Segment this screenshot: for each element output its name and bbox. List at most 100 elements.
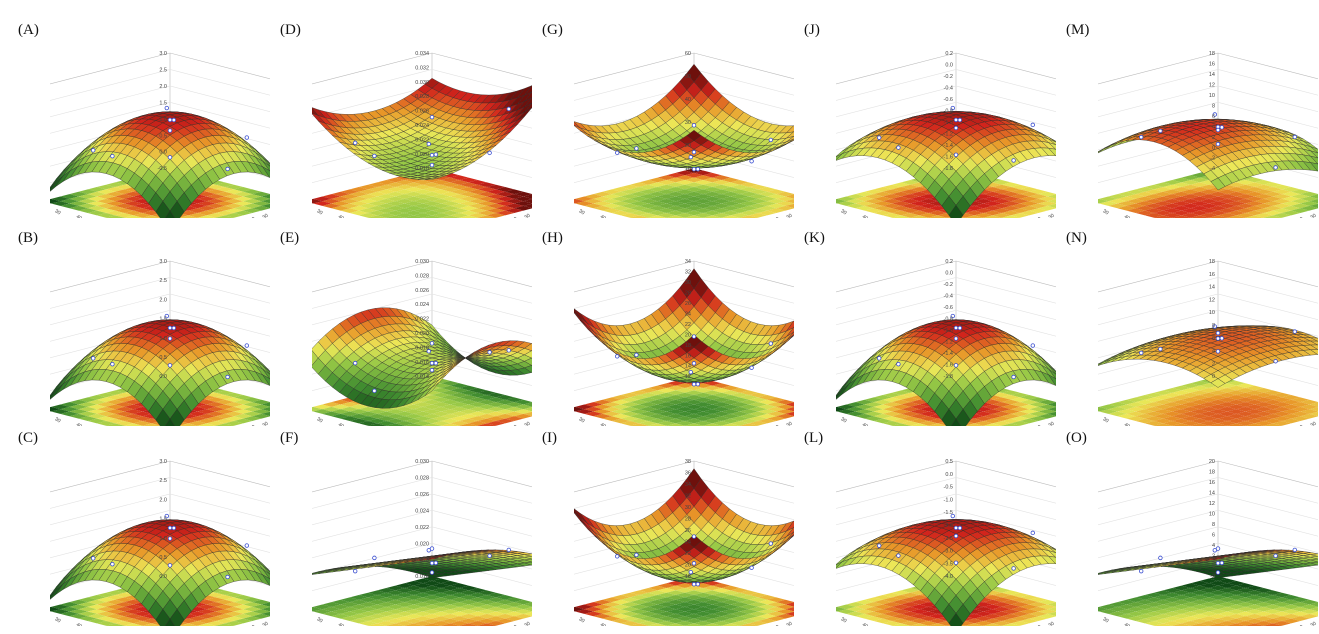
- contour-cell: [358, 198, 378, 204]
- contour-cell: [215, 399, 234, 405]
- contour-cell: [377, 411, 396, 417]
- contour-cell: [322, 411, 341, 417]
- contour-cell: [197, 613, 216, 619]
- contour-cell: [630, 423, 649, 426]
- contour-cell: [758, 413, 777, 419]
- contour-cell: [441, 380, 460, 386]
- contour-cell: [358, 203, 378, 209]
- contour-cell: [639, 420, 658, 426]
- contour-cell: [224, 611, 244, 617]
- contour-cell: [657, 592, 676, 598]
- contour-cell: [675, 597, 694, 603]
- contour-cell: [106, 613, 125, 619]
- contour-cell: [441, 623, 460, 626]
- contour-cell: [358, 416, 378, 421]
- contour-cell: [197, 413, 216, 419]
- contour-cell: [630, 390, 649, 396]
- contour-cell: [331, 609, 350, 614]
- contour-cell: [675, 402, 694, 407]
- contour-cell: [496, 599, 515, 605]
- contour-cell: [748, 420, 768, 426]
- contour-cell: [639, 387, 658, 393]
- contour-cell: [584, 203, 603, 209]
- contour-cell: [648, 595, 667, 600]
- contour-cell: [730, 420, 749, 426]
- contour-cell: [78, 203, 97, 209]
- contour-cell: [215, 418, 234, 424]
- contour-cell: [69, 196, 88, 202]
- contour-cell: [748, 203, 768, 209]
- contour-cell: [224, 416, 244, 421]
- contour-cell: [115, 602, 134, 607]
- contour-cell: [313, 609, 332, 614]
- contour-cell: [422, 623, 442, 626]
- contour-cell: [748, 194, 768, 199]
- contour-cell: [459, 595, 478, 600]
- design-point: [91, 356, 96, 361]
- contour-cell: [748, 212, 768, 218]
- contour-cell: [96, 189, 116, 195]
- contour-cell: [721, 201, 740, 206]
- z-tick-label: 0.022: [415, 317, 429, 323]
- contour-cell: [748, 416, 768, 421]
- contour-cell: [252, 409, 270, 414]
- contour-cell: [413, 416, 432, 421]
- contour-cell: [441, 585, 460, 591]
- z-tick-label: -0.5: [158, 166, 167, 172]
- contour-cell: [611, 618, 630, 624]
- contour-cell: [422, 613, 442, 619]
- surface-plot: 1020304050600102030405060708090100203040…: [574, 51, 794, 218]
- y-tick-label: 40: [75, 214, 83, 218]
- contour-cell: [767, 606, 786, 612]
- contour-cell: [234, 609, 253, 614]
- contour-cell: [630, 595, 649, 600]
- design-point: [353, 360, 358, 366]
- contour-cell: [422, 404, 442, 410]
- chart-panel: (D) 0.018 0.020 0.022 0.024 0.026 0.028 0.030 0.…: [270, 18, 532, 226]
- contour-cell: [611, 395, 630, 400]
- contour-cell: [514, 604, 532, 610]
- contour-cell: [142, 210, 161, 216]
- contour-cell: [432, 606, 451, 612]
- contour-cell: [124, 618, 143, 624]
- contour-cell: [322, 602, 341, 607]
- contour-cell: [87, 595, 106, 600]
- panel-label: (B): [18, 230, 38, 246]
- z-tick-label: 20: [685, 143, 691, 149]
- contour-cell: [96, 611, 116, 617]
- contour-cell: [368, 423, 387, 426]
- contour-cell: [124, 210, 143, 216]
- contour-cell: [395, 189, 414, 195]
- contour-cell: [703, 215, 722, 218]
- contour-cell: [450, 387, 469, 393]
- contour-cell: [441, 385, 460, 391]
- contour-cell: [395, 606, 414, 612]
- surface-cell: [165, 210, 175, 218]
- contour-cell: [666, 201, 685, 206]
- contour-cell: [684, 595, 704, 600]
- contour-cell: [261, 194, 270, 199]
- contour-cell: [386, 599, 405, 605]
- contour-cell: [630, 613, 649, 619]
- contour-cell: [331, 201, 350, 206]
- contour-cell: [106, 409, 125, 414]
- design-point: [167, 325, 173, 331]
- contour-cell: [96, 198, 116, 204]
- contour-cell: [620, 602, 640, 607]
- contour-cell: [312, 198, 323, 204]
- contour-cell: [450, 606, 469, 612]
- contour-cell: [50, 406, 61, 412]
- contour-cell: [630, 409, 649, 414]
- design-point: [429, 360, 435, 366]
- surface-plot: -0.50.00.51.01.52.02.53.0010203040506070…: [50, 51, 270, 218]
- contour-cell: [215, 390, 234, 396]
- design-point: [225, 166, 230, 172]
- contour-cell: [639, 620, 658, 626]
- contour-cell: [224, 597, 244, 603]
- contour-cell: [776, 613, 794, 619]
- contour-cell: [468, 406, 487, 412]
- contour-cell: [404, 215, 423, 218]
- contour-cell: [87, 418, 106, 424]
- contour-cell: [224, 397, 244, 403]
- contour-cell: [758, 613, 777, 619]
